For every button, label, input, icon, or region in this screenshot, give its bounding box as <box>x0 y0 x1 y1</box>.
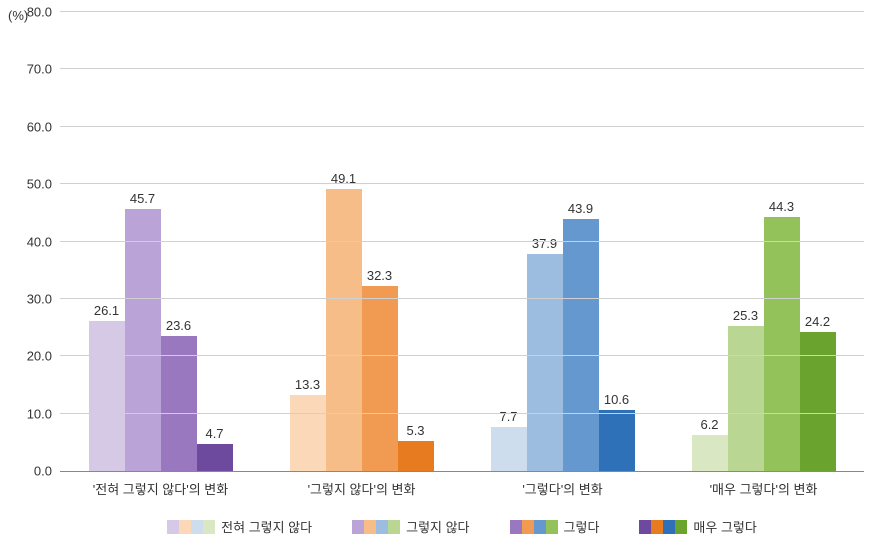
gridline <box>60 11 864 12</box>
legend-label: 매우 그렇다 <box>693 517 756 536</box>
bar-value-label: 25.3 <box>733 308 758 323</box>
legend-swatches <box>167 520 215 534</box>
gridline <box>60 355 864 356</box>
legend-swatches <box>639 520 687 534</box>
bar-value-label: 10.6 <box>604 392 629 407</box>
gridline <box>60 241 864 242</box>
bar: 37.9 <box>527 254 563 471</box>
legend-swatch <box>663 520 675 534</box>
bar: 6.2 <box>692 435 728 471</box>
legend-item: 그렇다 <box>510 517 600 536</box>
bar: 43.9 <box>563 219 599 471</box>
legend-swatch <box>203 520 215 534</box>
y-tick-label: 0.0 <box>34 464 52 479</box>
bar: 24.2 <box>800 332 836 471</box>
legend-swatch <box>639 520 651 534</box>
legend: 전혀 그렇지 않다 그렇지 않다 그렇다 매우 그렇다 <box>60 517 864 536</box>
gridline <box>60 68 864 69</box>
legend-swatch <box>376 520 388 534</box>
bar-value-label: 6.2 <box>700 417 718 432</box>
legend-label: 전혀 그렇지 않다 <box>221 517 312 536</box>
legend-swatch <box>352 520 364 534</box>
bar: 13.3 <box>290 395 326 471</box>
bar: 7.7 <box>491 427 527 471</box>
bar-value-label: 37.9 <box>532 236 557 251</box>
bar-groups: 26.145.723.64.7'전혀 그렇지 않다'의 변화13.349.132… <box>60 12 864 471</box>
y-tick-label: 20.0 <box>27 349 52 364</box>
legend-item: 전혀 그렇지 않다 <box>167 517 312 536</box>
legend-label: 그렇지 않다 <box>406 517 469 536</box>
legend-swatch <box>191 520 203 534</box>
bar-group: 7.737.943.910.6'그렇다'의 변화 <box>462 12 663 471</box>
legend-item: 그렇지 않다 <box>352 517 469 536</box>
y-tick-label: 70.0 <box>27 62 52 77</box>
bar-value-label: 7.7 <box>499 409 517 424</box>
legend-label: 그렇다 <box>564 517 600 536</box>
y-tick-label: 10.0 <box>27 406 52 421</box>
bar: 45.7 <box>125 209 161 471</box>
bar-group: 6.225.344.324.2'매우 그렇다'의 변화 <box>663 12 864 471</box>
bar: 5.3 <box>398 441 434 471</box>
legend-swatch <box>388 520 400 534</box>
legend-swatch <box>546 520 558 534</box>
bar: 4.7 <box>197 444 233 471</box>
x-tick-label: '매우 그렇다'의 변화 <box>710 479 818 498</box>
gridline <box>60 298 864 299</box>
y-tick-label: 60.0 <box>27 119 52 134</box>
legend-swatch <box>167 520 179 534</box>
bar-value-label: 24.2 <box>805 314 830 329</box>
legend-swatch <box>522 520 534 534</box>
bar: 49.1 <box>326 189 362 471</box>
legend-swatches <box>510 520 558 534</box>
bar: 25.3 <box>728 326 764 471</box>
bar-group: 13.349.132.35.3'그렇지 않다'의 변화 <box>261 12 462 471</box>
legend-swatch <box>534 520 546 534</box>
bar: 44.3 <box>764 217 800 471</box>
bar: 10.6 <box>599 410 635 471</box>
chart-container: (%) 26.145.723.64.7'전혀 그렇지 않다'의 변화13.349… <box>0 0 884 548</box>
legend-swatches <box>352 520 400 534</box>
x-tick-label: '전혀 그렇지 않다'의 변화 <box>93 479 228 498</box>
y-tick-label: 80.0 <box>27 5 52 20</box>
bar-value-label: 43.9 <box>568 201 593 216</box>
x-tick-label: '그렇다'의 변화 <box>522 479 602 498</box>
bar-value-label: 4.7 <box>205 426 223 441</box>
y-tick-label: 40.0 <box>27 234 52 249</box>
bar-value-label: 32.3 <box>367 268 392 283</box>
plot-area: 26.145.723.64.7'전혀 그렇지 않다'의 변화13.349.132… <box>60 12 864 472</box>
y-tick-label: 50.0 <box>27 177 52 192</box>
y-axis-unit-label: (%) <box>8 8 28 23</box>
bar-value-label: 5.3 <box>406 423 424 438</box>
legend-swatch <box>510 520 522 534</box>
bar-value-label: 23.6 <box>166 318 191 333</box>
legend-swatch <box>651 520 663 534</box>
bar: 32.3 <box>362 286 398 471</box>
bar-group: 26.145.723.64.7'전혀 그렇지 않다'의 변화 <box>60 12 261 471</box>
gridline <box>60 413 864 414</box>
legend-item: 매우 그렇다 <box>639 517 756 536</box>
bar: 26.1 <box>89 321 125 471</box>
legend-swatch <box>364 520 376 534</box>
bar-value-label: 44.3 <box>769 199 794 214</box>
gridline <box>60 183 864 184</box>
y-tick-label: 30.0 <box>27 291 52 306</box>
legend-swatch <box>179 520 191 534</box>
bar-value-label: 45.7 <box>130 191 155 206</box>
gridline <box>60 126 864 127</box>
bar-value-label: 13.3 <box>295 377 320 392</box>
legend-swatch <box>675 520 687 534</box>
bar-value-label: 26.1 <box>94 303 119 318</box>
x-tick-label: '그렇지 않다'의 변화 <box>308 479 416 498</box>
